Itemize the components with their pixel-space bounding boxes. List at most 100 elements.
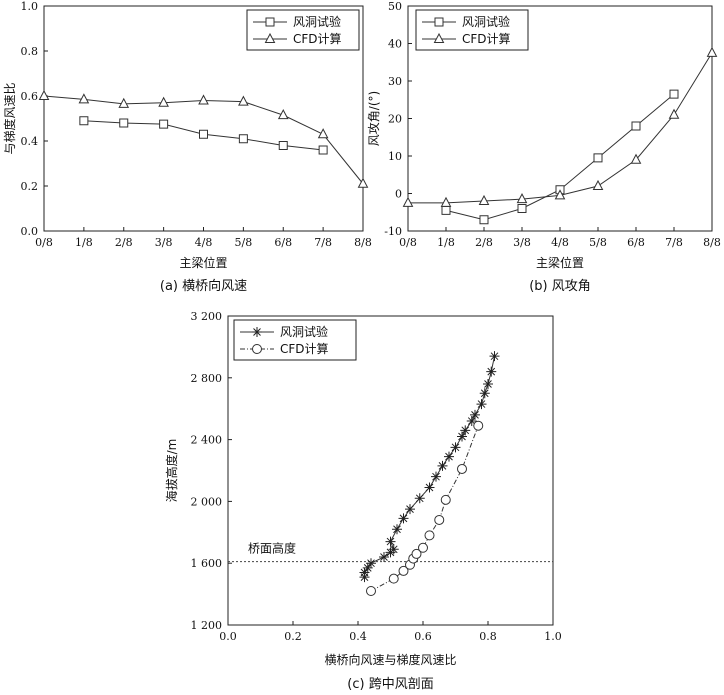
data-point [516,193,528,204]
y-tick-label: 1 200 [191,619,223,632]
legend-marker [265,17,275,27]
x-tick-label: 8/8 [703,236,721,249]
y-tick-label: 50 [388,0,402,13]
chart-a: 0/8 1/8 2/8 3/8 4/8 5/8 6/8 7/8 8/8 0.0 0.2 0.4 0.6 0… [2,0,372,294]
data-point [379,552,389,563]
y-tick-label: 0.0 [21,225,39,238]
y-tick-label: 0.4 [21,135,39,148]
x-tick-label: 4/8 [551,236,569,249]
data-point [78,93,90,104]
data-point [476,399,487,410]
data-point [631,121,641,131]
legend: 风洞试验 CFD计算 [233,319,357,361]
data-point [238,134,248,144]
data-point [318,145,328,155]
y-tick-label: 0.8 [21,45,39,58]
series-line [364,356,495,578]
x-tick-label: 3/8 [155,236,173,249]
legend: 风洞试验 CFD计算 [415,9,529,51]
data-point [38,89,50,100]
y-tick-label: 0.6 [21,90,39,103]
data-point [593,153,603,163]
legend-label: CFD计算 [280,341,329,356]
data-point [479,215,489,225]
x-tick-label: 3/8 [513,236,531,249]
data-point [630,153,642,164]
legend-marker [252,344,262,354]
x-tick-label: 1/8 [75,236,93,249]
data-point [317,128,329,139]
legend-label: 风洞试验 [462,14,510,29]
data-point [669,89,679,99]
data-point [392,524,402,535]
y-axis-label: 风攻角/(°) [367,91,381,146]
x-tick-label: 7/8 [665,236,683,249]
y-tick-label: 2 000 [191,495,223,508]
x-axis-label: 主梁位置 [179,255,227,270]
data-point [238,95,249,106]
data-point [199,129,208,139]
legend-marker [433,32,445,43]
data-point [486,366,497,377]
data-point [434,514,445,525]
x-tick-label: 0.4 [349,630,367,643]
data-point [478,194,490,205]
x-tick-label: 6/8 [274,236,292,249]
series-1 [38,89,369,188]
x-tick-label: 0/8 [35,236,53,249]
data-point [440,494,451,505]
chart-c: 0.0 0.2 0.4 0.6 0.8 1.0 1 200 1 600 2 000 2 400 2 … [164,310,562,692]
x-tick-label: 1/8 [437,236,455,249]
data-point [466,416,477,427]
legend-label: 风洞试验 [280,324,328,339]
x-tick-label: 5/8 [589,236,607,249]
data-point [405,504,415,515]
y-tick-label: 2 800 [191,372,223,385]
x-tick-label: 2/8 [475,236,493,249]
data-point [554,189,566,200]
data-point [470,409,480,420]
data-point [460,425,471,436]
legend: 风洞试验 CFD计算 [246,9,360,51]
series-line [408,52,713,204]
data-point [79,116,89,126]
x-tick-label: 6/8 [627,236,645,249]
data-point [277,109,289,120]
x-axis-label: 横桥向风速与梯度风速比 [324,652,456,667]
y-tick-label: 3 200 [191,310,223,323]
y-tick-label: 30 [388,75,402,88]
legend-box [415,9,529,51]
series-line [43,95,364,185]
chart-b: 0/8 1/8 2/8 3/8 4/8 5/8 6/8 7/8 8/8 -10 0 10 20 30 40 5… [367,0,721,294]
data-point [388,544,399,555]
y-tick-label: 40 [388,38,402,51]
y-tick-label: 0 [395,188,402,201]
data-point [362,562,373,573]
y-tick-label: -10 [384,225,402,238]
x-tick-label: 1.0 [544,630,562,643]
y-tick-label: 20 [388,113,402,126]
series-line [370,425,479,592]
data-point [706,46,718,57]
legend-marker [434,17,444,27]
legend-box [246,9,360,51]
data-point [450,442,461,453]
data-point [457,463,467,474]
data-point [411,548,422,559]
data-point [159,119,169,129]
data-point [441,205,451,215]
data-point [668,108,680,119]
y-axis-label: 与梯度风速比 [2,82,17,154]
data-point [457,431,467,442]
legend-label: CFD计算 [462,31,511,46]
plot-frame [227,315,554,626]
data-point [398,565,409,576]
y-tick-label: 10 [388,150,402,163]
x-tick-label: 8/8 [354,236,372,249]
data-point [357,177,369,188]
data-point [398,513,409,524]
figure-caption: (b) 风攻角 [529,279,591,294]
y-tick-label: 0.2 [21,180,39,193]
data-point [431,471,441,482]
data-point [444,451,454,462]
